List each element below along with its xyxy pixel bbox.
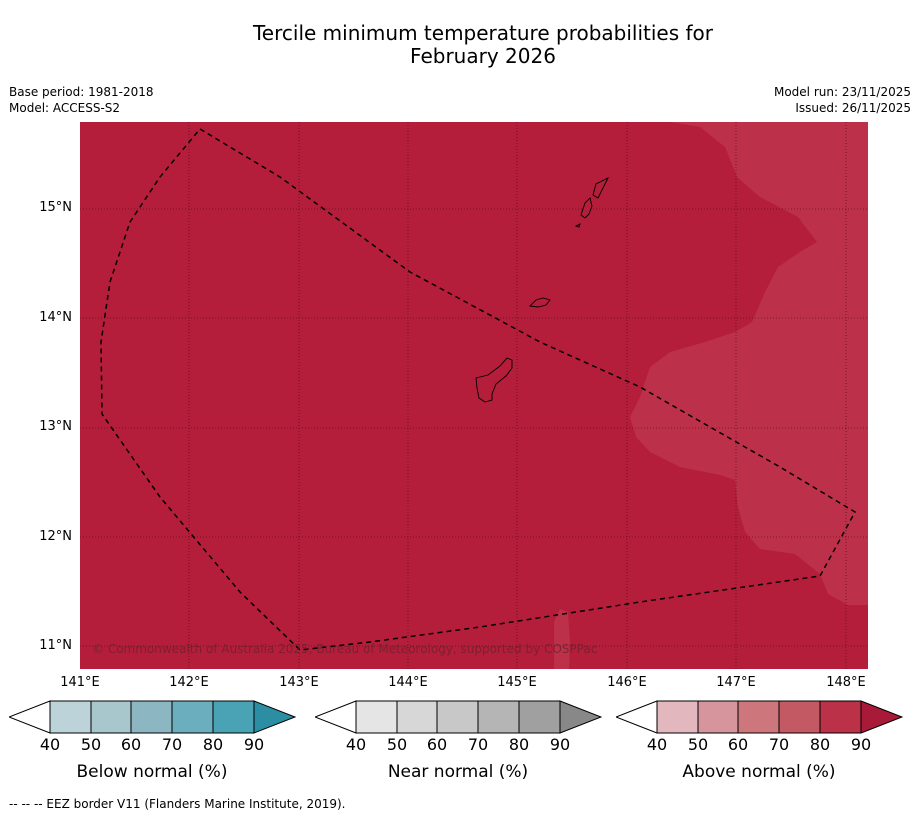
cbar-below-tick: 50	[80, 735, 102, 754]
model-name: Model: ACCESS-S2	[9, 101, 121, 115]
cbar-near-extend-high	[559, 700, 602, 734]
meta-right: Model run: 23/11/2025 Issued: 26/11/2025	[774, 84, 911, 116]
lon-label: 148°E	[826, 675, 866, 690]
cbar-above-extend-low	[616, 700, 658, 734]
title-line-2: February 2026	[410, 44, 556, 68]
cbar-above-tick: 90	[850, 735, 872, 754]
cbar-above-extend-high	[860, 700, 903, 734]
cbar-near-tick: 50	[386, 735, 408, 754]
cbar-above-tick: 70	[768, 735, 790, 754]
lon-label: 144°E	[388, 675, 428, 690]
cbar-above-bin-40-50	[656, 700, 699, 734]
island-aguijan	[574, 223, 581, 228]
cbar-below-tick: 70	[161, 735, 183, 754]
island-rota	[529, 297, 551, 308]
cbar-above-bin-60-70	[737, 700, 780, 734]
cbar-near-bin-80-90	[518, 700, 561, 734]
cbar-below-bin-70-80	[171, 700, 214, 734]
island-tinian	[580, 197, 593, 219]
model-run: Model run: 23/11/2025	[773, 85, 911, 99]
lat-label: 13°N	[39, 419, 72, 434]
eez-footnote: -- -- -- EEZ border V11 (Flanders Marine…	[9, 797, 346, 811]
lon-label: 143°E	[279, 675, 319, 690]
cbar-above-bin-50-60	[697, 700, 739, 734]
cbar-near-label: Near normal (%)	[387, 762, 529, 782]
cbar-below-label: Below normal (%)	[76, 762, 228, 782]
cbar-above-tick: 40	[646, 735, 668, 754]
base-period: Base period: 1981-2018	[9, 85, 154, 99]
lon-label: 146°E	[607, 675, 647, 690]
title-line-1: Tercile minimum temperature probabilitie…	[252, 21, 714, 45]
cbar-below-tick: 80	[202, 735, 224, 754]
islands	[475, 176, 610, 403]
cbar-below-tick: 40	[39, 735, 61, 754]
lat-label: 14°N	[39, 310, 72, 325]
island-guam	[475, 357, 513, 403]
cbar-below-bin-50-60	[90, 700, 132, 734]
lat-label: 11°N	[39, 638, 72, 653]
lat-label: 15°N	[39, 200, 72, 215]
lon-label: 142°E	[169, 675, 209, 690]
cbar-below-tick: 60	[120, 735, 142, 754]
probability-map	[80, 122, 868, 669]
cbar-below-bin-80-90	[212, 700, 255, 734]
copyright-notice: © Commonwealth of Australia 2025, Bureau…	[92, 642, 598, 656]
above-normal-colorbar	[616, 700, 903, 734]
cbar-near-bin-60-70	[436, 700, 479, 734]
cbar-near-extend-low	[315, 700, 357, 734]
issued-date: Issued: 26/11/2025	[795, 101, 911, 115]
below-normal-colorbar	[9, 700, 296, 734]
meta-left: Base period: 1981-2018 Model: ACCESS-S2	[9, 84, 154, 116]
cbar-below-tick: 90	[243, 735, 265, 754]
cbar-above-label: Above normal (%)	[682, 762, 836, 782]
above-normal-80-sliver	[554, 609, 570, 669]
island-saipan	[592, 176, 610, 199]
cbar-below-bin-40-50	[49, 700, 92, 734]
map-canvas	[80, 122, 868, 669]
cbar-above-tick: 80	[809, 735, 831, 754]
cbar-near-tick: 80	[508, 735, 530, 754]
cbar-above-tick: 50	[687, 735, 709, 754]
cbar-above-tick: 60	[727, 735, 749, 754]
cbar-below-extend-high	[253, 700, 296, 734]
cbar-near-tick: 60	[426, 735, 448, 754]
lat-label: 12°N	[39, 529, 72, 544]
cbar-near-tick: 90	[549, 735, 571, 754]
cbar-near-tick: 40	[345, 735, 367, 754]
cbar-below-bin-60-70	[130, 700, 173, 734]
cbar-near-bin-40-50	[355, 700, 398, 734]
cbar-above-bin-70-80	[778, 700, 821, 734]
cbar-near-bin-50-60	[396, 700, 438, 734]
gridlines	[80, 122, 868, 669]
cbar-above-bin-80-90	[819, 700, 862, 734]
lon-label: 147°E	[716, 675, 756, 690]
cbar-near-bin-70-80	[477, 700, 520, 734]
chart-title: Tercile minimum temperature probabilitie…	[0, 22, 919, 68]
lon-label: 141°E	[60, 675, 100, 690]
cbar-below-extend-low	[9, 700, 51, 734]
cbar-near-tick: 70	[467, 735, 489, 754]
near-normal-colorbar	[315, 700, 602, 734]
lon-label: 145°E	[497, 675, 537, 690]
